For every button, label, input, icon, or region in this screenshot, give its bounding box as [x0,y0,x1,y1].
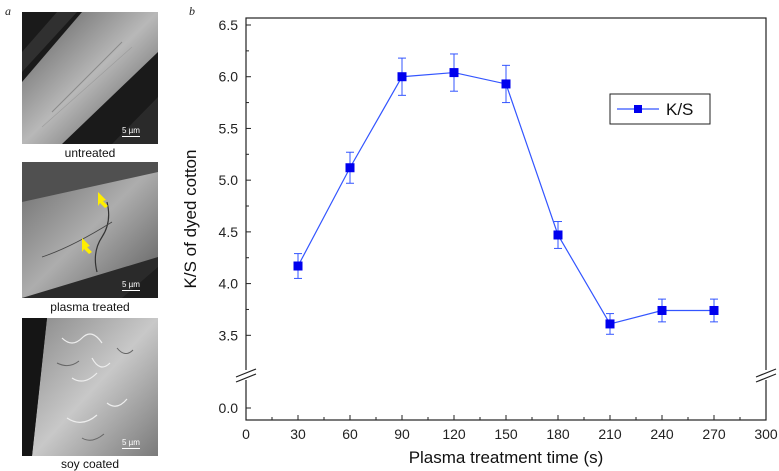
y-tick-label: 0.0 [219,400,239,416]
x-tick-label: 0 [242,426,250,442]
yellow-arrow-icon [82,238,92,254]
data-point [605,319,615,329]
sem-image-soy-coated [22,318,158,456]
y-tick-label: 5.5 [219,120,239,136]
axis-break-gap [236,370,256,380]
scale-bar-untreated: 5 µm [122,126,140,137]
x-tick-label: 270 [702,426,726,442]
data-point [449,68,459,78]
data-point [657,305,667,315]
data-point [293,261,303,271]
x-tick-label: 240 [650,426,674,442]
x-tick-label: 150 [494,426,518,442]
legend-marker [634,105,642,113]
axis-break-mark [235,373,257,383]
axis-break-mark [755,373,777,383]
data-point [345,163,355,173]
data-point [709,305,719,315]
x-tick-label: 30 [290,426,306,442]
data-point [553,230,563,240]
y-tick-label: 6.5 [219,17,239,33]
x-axis-title: Plasma treatment time (s) [409,448,604,467]
yellow-arrow-icon [98,192,108,208]
x-tick-label: 90 [394,426,410,442]
x-tick-label: 120 [442,426,466,442]
y-tick-label: 3.5 [219,327,239,343]
data-point [397,72,407,82]
scale-bar-plasma-treated: 5 µm [122,280,140,291]
legend-box [609,93,711,125]
x-tick-label: 60 [342,426,358,442]
y-tick-label: 4.0 [219,276,239,292]
panel-label-a: a [5,4,11,18]
sem-image-untreated [22,12,158,144]
y-tick-label: 4.5 [219,224,239,240]
caption-soy-coated: soy coated [60,457,120,471]
x-tick-label: 300 [754,426,778,442]
axis-break-gap [756,370,776,380]
axis-break-mark [755,368,777,378]
sem-image-plasma-treated [22,162,158,298]
caption-untreated: untreated [64,146,116,160]
data-point [501,79,511,89]
y-tick-label: 6.0 [219,69,239,85]
legend-label-ks: K/S [666,100,693,119]
y-tick-label: 5.0 [219,172,239,188]
caption-plasma-treated: plasma treated [50,300,130,314]
x-tick-label: 180 [546,426,570,442]
scale-bar-soy-coated: 5 µm [122,438,140,449]
panel-label-b: b [189,4,195,18]
y-axis-title: K/S of dyed cotton [181,150,200,289]
x-tick-label: 210 [598,426,622,442]
axis-break-mark [235,368,257,378]
